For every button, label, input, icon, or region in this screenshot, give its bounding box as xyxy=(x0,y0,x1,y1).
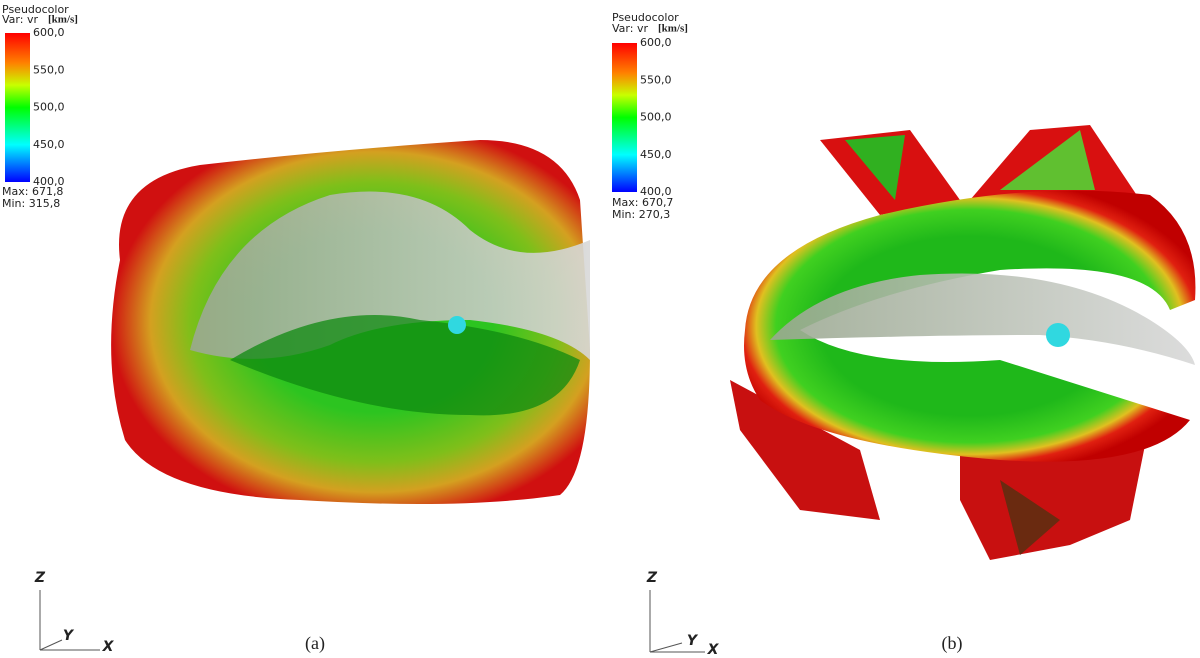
legend-title: Pseudocolor xyxy=(612,11,679,24)
legend-variable: Var: vr xyxy=(2,13,38,26)
legend-max: Max: 670,7 xyxy=(612,196,673,209)
render-b xyxy=(730,125,1196,560)
colorbar-tick-label: 450,0 xyxy=(640,148,672,161)
colorbar-tick-label: 550,0 xyxy=(33,63,65,76)
legend-title: Pseudocolor xyxy=(2,3,69,16)
render-a xyxy=(111,140,590,504)
colorbar-tick-label: 550,0 xyxy=(640,73,672,86)
axis-label: X xyxy=(102,639,115,655)
legend-unit: [km/s] xyxy=(48,14,78,26)
caption: (b) xyxy=(942,633,963,654)
colorbar xyxy=(5,33,30,182)
caption: (a) xyxy=(305,633,325,654)
colorbar-tick-label: 500,0 xyxy=(640,111,672,124)
colorbar-tick-label: 600,0 xyxy=(640,36,672,49)
axis-label: X xyxy=(707,642,720,658)
legend-unit: [km/s] xyxy=(658,23,688,35)
colorbar-tick-label: 600,0 xyxy=(33,26,65,39)
axis-triad xyxy=(39,590,705,653)
axis-label: Y xyxy=(63,628,75,644)
axis-label: Z xyxy=(646,570,658,586)
colorbar-tick-label: 400,0 xyxy=(33,175,65,188)
legend-min: Min: 270,3 xyxy=(612,208,670,221)
legend-variable: Var: vr xyxy=(612,22,648,35)
axis-label: Z xyxy=(34,570,46,586)
colorbar-tick-label: 500,0 xyxy=(33,101,65,114)
axis-label: Y xyxy=(687,633,699,649)
legend-max: Max: 671,8 xyxy=(2,185,63,198)
legend-min: Min: 315,8 xyxy=(2,197,60,210)
colorbar-tick-label: 450,0 xyxy=(33,138,65,151)
colorbar xyxy=(612,43,637,192)
colorbar-tick-label: 400,0 xyxy=(640,185,672,198)
